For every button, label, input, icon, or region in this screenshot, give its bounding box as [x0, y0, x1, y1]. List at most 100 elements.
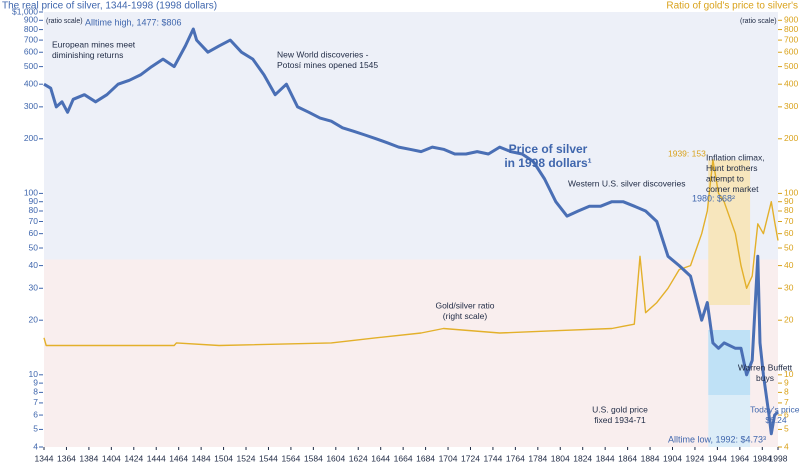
y-tick-label: 40: [29, 260, 39, 270]
x-tick-label: 1344: [35, 453, 54, 463]
y2-tick-label: 80: [784, 205, 794, 215]
y-label: (ratio scale): [46, 18, 83, 25]
annotation: buys: [756, 373, 774, 383]
y2-tick-label: 50: [784, 242, 794, 252]
y-tick-label: 300: [24, 101, 38, 111]
y-tick-label: 800: [24, 24, 38, 34]
annotation: Potosí mines opened 1545: [277, 60, 378, 70]
annotation: fixed 1934-71: [594, 415, 646, 425]
y-tick-label: 7: [33, 397, 38, 407]
x-tick-label: 1944: [708, 453, 727, 463]
x-tick-label: 1444: [147, 453, 166, 463]
annotation: Gold/silver ratio: [435, 300, 494, 310]
upper-band: [44, 12, 778, 260]
x-tick-label: 1404: [102, 453, 121, 463]
x-tick-label: 1424: [124, 453, 143, 463]
x-tick-label: 1544: [259, 453, 278, 463]
annotation: U.S. gold price: [592, 404, 648, 414]
y-tick-label: 6: [33, 409, 38, 419]
annotation: Alltime high, 1477: $806: [85, 17, 182, 27]
x-tick-label: 1784: [528, 453, 547, 463]
y-tick-label: 70: [29, 216, 39, 226]
y-tick-label: 900: [24, 15, 38, 25]
x-tick-label: 1724: [461, 453, 480, 463]
x-tick-label: 1604: [326, 453, 345, 463]
x-tick-label: 1664: [394, 453, 413, 463]
y2-tick-label: 20: [784, 314, 794, 324]
annotation: Inflation climax,: [706, 152, 765, 162]
annotation: $6.24: [765, 415, 787, 425]
series-line: [43, 27, 780, 436]
x-tick-label: 1964: [730, 453, 749, 463]
y2-tick-label: 9: [784, 377, 789, 387]
y2-title: Ratio of gold's price to silver's: [666, 1, 798, 12]
annotation: New World discoveries -: [277, 49, 369, 59]
annotation: Hunt brothers: [706, 163, 758, 173]
x-tick-label: 1844: [596, 453, 615, 463]
annotation: diminishing returns: [52, 50, 123, 60]
y-tick-label: 700: [24, 34, 38, 44]
x-tick-label: 1584: [304, 453, 323, 463]
y2-tick-label: 100: [784, 188, 798, 198]
annotation: 1939: 153: [668, 148, 706, 158]
x-tick-label: 1464: [169, 453, 188, 463]
y-tick-label: 400: [24, 78, 38, 88]
annotation: Alltime low, 1992: $4.73³: [668, 434, 766, 444]
x-tick-label: 1504: [214, 453, 233, 463]
y2-label: (ratio scale): [740, 18, 777, 25]
y2-tick-label: 4: [784, 441, 789, 451]
x-tick-label: 1884: [641, 453, 660, 463]
x-tick-label: 1624: [349, 453, 368, 463]
y-tick-label: 500: [24, 61, 38, 71]
chart-title: The real price of silver, 1344-1998 (199…: [2, 1, 217, 12]
y-tick-label: 8: [33, 387, 38, 397]
y-tick-label: 90: [29, 196, 39, 206]
x-tick-label: 1384: [79, 453, 98, 463]
y-tick-label: 600: [24, 46, 38, 56]
y-tick-label: 9: [33, 377, 38, 387]
x-tick-label: 1364: [57, 453, 76, 463]
y-tick-label: 100: [24, 188, 38, 198]
y2-tick-label: 500: [784, 61, 798, 71]
x-tick-label: 1704: [439, 453, 458, 463]
y2-tick-label: 800: [784, 24, 798, 34]
y2-tick-label: 400: [784, 78, 798, 88]
y2-tick-label: 700: [784, 34, 798, 44]
annotation: Western U.S. silver discoveries: [568, 178, 685, 188]
annotation: Today's price:: [750, 404, 800, 414]
y-tick-label: 30: [29, 283, 39, 293]
annotation: in 1998 dollars¹: [504, 156, 591, 170]
y-tick-label: 5: [33, 424, 38, 434]
y2-tick-label: 40: [784, 260, 794, 270]
x-tick-label: 1644: [371, 453, 390, 463]
x-tick-label: 1524: [237, 453, 256, 463]
x-tick-label: 1924: [685, 453, 704, 463]
y2-tick-label: 90: [784, 196, 794, 206]
y-tick-label: 4: [33, 441, 38, 451]
annotation: Price of silver: [509, 142, 588, 156]
y-tick-label: $1,000: [12, 6, 38, 16]
lower-band: [44, 259, 778, 447]
y2-tick-label: 10: [784, 369, 794, 379]
x-tick-label: 1484: [192, 453, 211, 463]
y2-tick-label: 5: [784, 424, 789, 434]
annotation: European mines meet: [52, 39, 136, 49]
y2-tick-label: 6: [784, 409, 789, 419]
y2-tick-label: 8: [784, 387, 789, 397]
annotation: 1980: $68²: [692, 193, 735, 203]
gold-band: [708, 160, 751, 305]
y2-tick-label: 30: [784, 283, 794, 293]
x-tick-label: 1764: [506, 453, 525, 463]
x-tick-label: 1824: [573, 453, 592, 463]
x-tick-label: 1984: [753, 453, 772, 463]
y2-tick-label: 300: [784, 101, 798, 111]
pale-band: [708, 395, 751, 447]
x-tick-label: 1998: [769, 453, 788, 463]
y2-tick-label: 60: [784, 228, 794, 238]
annotation: attempt to: [706, 173, 744, 183]
y-tick-label: 10: [29, 369, 39, 379]
y2-tick-label: 70: [784, 216, 794, 226]
series-line: [43, 159, 779, 347]
x-tick-label: 1564: [281, 453, 300, 463]
